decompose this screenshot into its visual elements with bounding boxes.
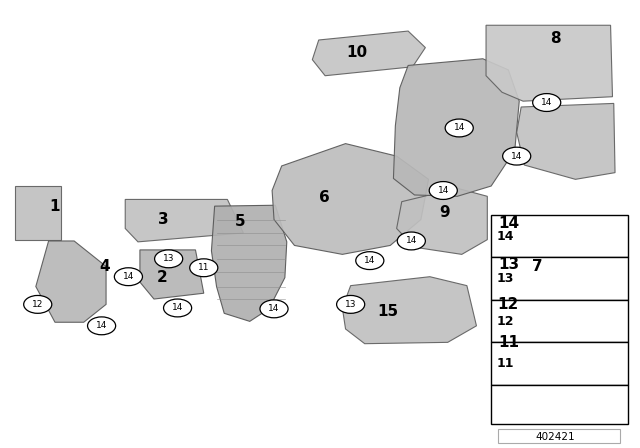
Ellipse shape xyxy=(155,250,182,268)
Polygon shape xyxy=(15,186,61,240)
Text: 14: 14 xyxy=(438,186,449,195)
Polygon shape xyxy=(140,250,204,299)
Polygon shape xyxy=(211,205,287,321)
Text: 14: 14 xyxy=(511,151,522,161)
Text: 14: 14 xyxy=(497,230,514,243)
Text: 14: 14 xyxy=(406,237,417,246)
Ellipse shape xyxy=(189,259,218,277)
Bar xyxy=(491,215,628,258)
Ellipse shape xyxy=(115,268,143,286)
Ellipse shape xyxy=(502,147,531,165)
Text: 11: 11 xyxy=(497,357,514,370)
Polygon shape xyxy=(516,103,615,179)
Ellipse shape xyxy=(532,94,561,112)
Text: 14: 14 xyxy=(364,256,376,265)
Text: 12: 12 xyxy=(497,314,514,327)
Text: 15: 15 xyxy=(378,304,399,319)
Ellipse shape xyxy=(445,119,473,137)
Polygon shape xyxy=(36,241,106,322)
Ellipse shape xyxy=(356,252,384,270)
Text: 13: 13 xyxy=(498,257,519,271)
Text: 14: 14 xyxy=(498,215,519,231)
Text: 12: 12 xyxy=(498,297,519,312)
Text: 5: 5 xyxy=(235,214,246,229)
Text: 14: 14 xyxy=(268,304,280,313)
Bar xyxy=(491,385,628,424)
Polygon shape xyxy=(397,188,487,254)
Text: 6: 6 xyxy=(319,190,330,205)
Polygon shape xyxy=(125,199,243,242)
Bar xyxy=(491,342,628,385)
Polygon shape xyxy=(312,31,426,76)
Text: 13: 13 xyxy=(163,254,174,263)
Text: 1: 1 xyxy=(50,198,60,214)
Text: 11: 11 xyxy=(498,335,519,350)
Bar xyxy=(491,258,628,300)
Bar xyxy=(491,300,628,342)
Ellipse shape xyxy=(164,299,191,317)
Text: 7: 7 xyxy=(532,259,543,274)
Text: 14: 14 xyxy=(172,303,183,312)
Text: 3: 3 xyxy=(158,212,169,227)
Ellipse shape xyxy=(397,232,426,250)
Bar xyxy=(497,430,620,443)
Polygon shape xyxy=(342,277,476,344)
Text: 402421: 402421 xyxy=(535,432,575,443)
Polygon shape xyxy=(486,25,612,101)
Polygon shape xyxy=(272,144,429,254)
Ellipse shape xyxy=(24,296,52,313)
Text: 13: 13 xyxy=(497,272,514,285)
Text: 14: 14 xyxy=(454,124,465,133)
Ellipse shape xyxy=(260,300,288,318)
Text: 14: 14 xyxy=(541,98,552,107)
Text: 12: 12 xyxy=(32,300,44,309)
Text: 9: 9 xyxy=(439,205,450,220)
Text: 14: 14 xyxy=(96,321,108,330)
Text: 4: 4 xyxy=(99,259,110,274)
Text: 13: 13 xyxy=(345,300,356,309)
Polygon shape xyxy=(394,59,519,196)
Text: 8: 8 xyxy=(550,31,561,46)
Text: 10: 10 xyxy=(346,44,367,60)
Text: 14: 14 xyxy=(123,272,134,281)
Ellipse shape xyxy=(88,317,116,335)
Text: 11: 11 xyxy=(198,263,209,272)
Text: 2: 2 xyxy=(157,270,168,285)
Ellipse shape xyxy=(337,296,365,313)
Ellipse shape xyxy=(429,181,458,199)
